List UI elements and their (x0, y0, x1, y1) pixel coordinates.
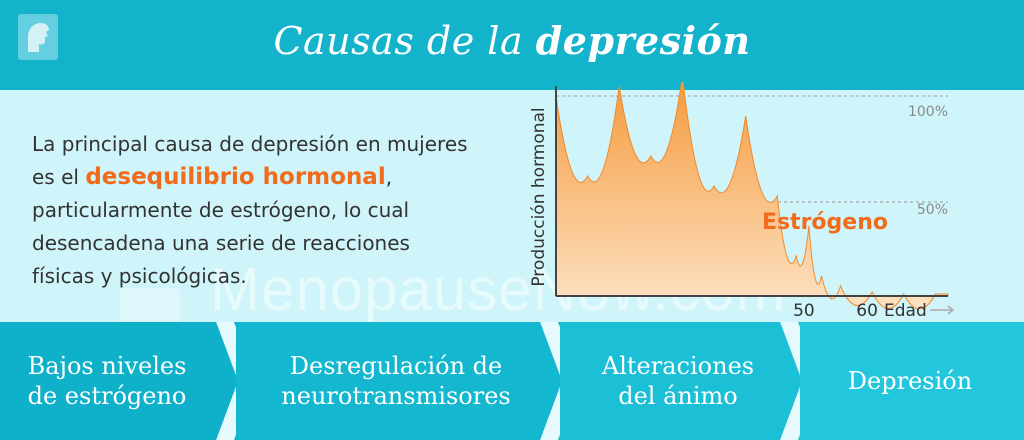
intro-text: , (385, 165, 393, 189)
x-tick-label: 60 (856, 301, 878, 321)
estrogen-area (555, 82, 949, 310)
step-background (0, 322, 236, 440)
intro-line: es el desequilibrio hormonal, (32, 161, 512, 194)
title-emphasis: depresión (535, 18, 751, 63)
y-axis-label: Producción hormonal (529, 107, 549, 286)
step-item: Depresión (818, 322, 1002, 440)
step-line: Bajos niveles (27, 352, 187, 380)
series-label: Estrógeno (762, 210, 888, 235)
intro-paragraph: La principal causa de depresión en mujer… (32, 128, 512, 293)
step-line: Depresión (847, 367, 973, 395)
x-axis-arrow-head (947, 305, 955, 315)
intro-text: es el (32, 165, 86, 189)
x-axis-label: Edad (884, 301, 927, 321)
step-background (236, 322, 560, 440)
step-line: neurotransmisores (281, 382, 511, 410)
step-line: del ánimo (618, 382, 738, 410)
x-tick-label: 50 (793, 301, 815, 321)
step-item: Alteraciones del ánimo (578, 322, 778, 440)
page-title: Causas de la depresión (0, 18, 1024, 63)
step-item: Bajos niveles de estrógeno (0, 322, 214, 440)
intro-line: desencadena una serie de reacciones (32, 231, 410, 255)
y-tick-label: 50% (917, 202, 948, 218)
step-line: de estrógeno (27, 382, 187, 410)
intro-line: particularmente de estrógeno, lo cual (32, 198, 410, 222)
profile-face-icon (18, 14, 58, 60)
title-prefix: Causas de la (273, 19, 524, 63)
highlight-text: desequilibrio hormonal (85, 164, 386, 190)
intro-line: La principal causa de depresión en mujer… (32, 132, 468, 156)
step-background (800, 322, 1024, 440)
step-background (560, 322, 800, 440)
step-line: Alteraciones (601, 352, 755, 380)
step-item: Desregulación de neurotransmisores (254, 322, 538, 440)
y-tick-label: 100% (908, 104, 948, 120)
header-banner: Causas de la depresión (0, 0, 1024, 90)
intro-line: físicas y psicológicas. (32, 264, 247, 288)
content-area (0, 90, 1024, 322)
estrogen-chart: 100% 50% 50 60 Edad Producción hormonal Estróg… (529, 82, 955, 321)
step-line: Desregulación de (289, 352, 503, 380)
